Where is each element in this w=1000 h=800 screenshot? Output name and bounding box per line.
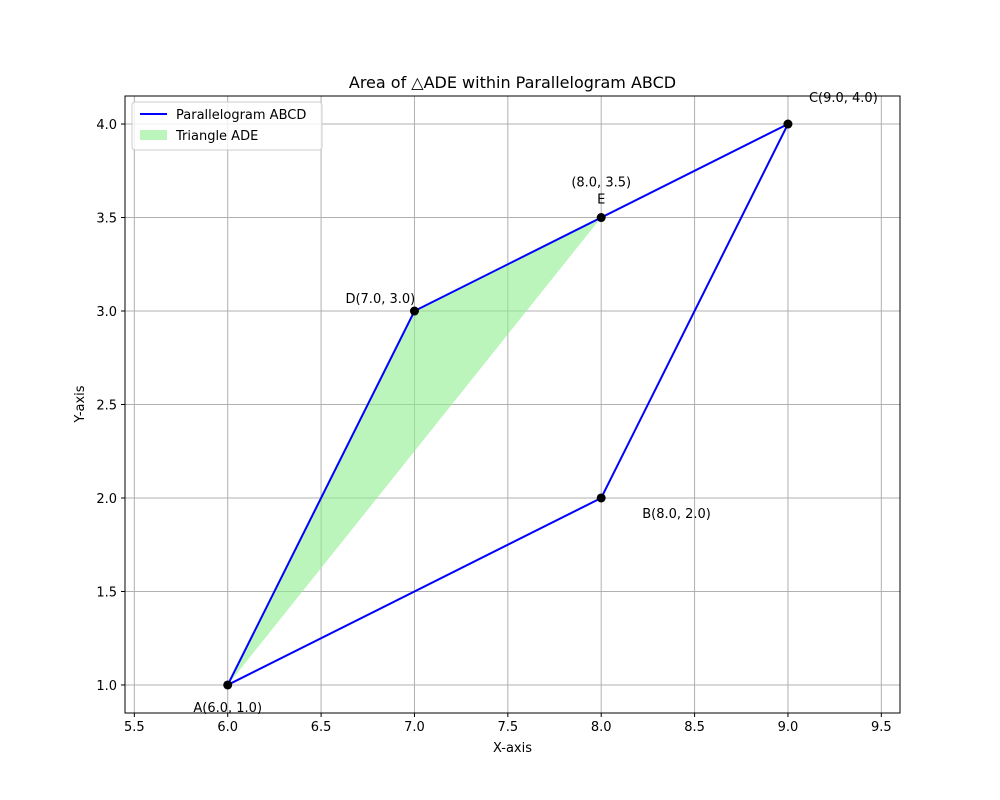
legend-swatch-triangle [140, 130, 167, 140]
x-tick-label: 7.0 [404, 720, 425, 735]
chart-title: Area of △ADE within Parallelogram ABCD [349, 73, 676, 92]
vertex-markers [223, 119, 793, 690]
y-tick-label: 1.0 [96, 679, 117, 694]
triangle-fill-layer [227, 217, 602, 685]
x-tick-label: 9.0 [778, 720, 799, 735]
point-label: D(7.0, 3.0) [345, 292, 415, 307]
y-tick-label: 2.5 [96, 399, 117, 414]
x-tick-label: 8.5 [684, 720, 705, 735]
x-tick-label: 5.5 [124, 720, 145, 735]
vertex-marker [596, 213, 606, 223]
y-ticks: 1.0 1.5 2.0 2.5 3.0 3.5 4.0 [96, 118, 125, 694]
y-tick-label: 2.0 [96, 492, 117, 507]
point-annotations: A(6.0, 1.0) B(8.0, 2.0) C(9.0, 4.0) D(7.0, … [193, 91, 877, 716]
x-tick-label: 7.5 [497, 720, 518, 735]
x-tick-label: 9.5 [871, 720, 892, 735]
vertex-marker [783, 119, 793, 129]
legend-label-triangle: Triangle ADE [175, 129, 258, 144]
x-axis-label: X-axis [493, 741, 532, 756]
x-ticks: 5.5 6.0 6.5 7.0 7.5 8.0 8.5 9.0 9.5 [124, 713, 892, 735]
point-label: A(6.0, 1.0) [193, 701, 262, 716]
point-label: E [597, 193, 605, 208]
x-tick-label: 6.5 [311, 720, 332, 735]
legend: Parallelogram ABCD Triangle ADE [131, 101, 323, 151]
point-label: (8.0, 3.5) [571, 176, 631, 191]
point-label: B(8.0, 2.0) [642, 507, 711, 522]
y-tick-label: 4.0 [96, 118, 117, 133]
vertex-marker [409, 306, 419, 316]
triangle-ade-fill [227, 217, 602, 685]
y-tick-label: 1.5 [96, 585, 117, 600]
point-label: C(9.0, 4.0) [809, 91, 878, 106]
x-tick-label: 6.0 [217, 720, 238, 735]
legend-label-parallelogram: Parallelogram ABCD [176, 108, 306, 123]
x-tick-label: 8.0 [591, 720, 612, 735]
vertex-marker [596, 493, 606, 503]
legend-box [131, 101, 323, 151]
y-tick-label: 3.5 [96, 212, 117, 227]
y-axis-label: Y-axis [73, 385, 88, 423]
vertex-marker [223, 680, 233, 690]
y-tick-label: 3.0 [96, 305, 117, 320]
